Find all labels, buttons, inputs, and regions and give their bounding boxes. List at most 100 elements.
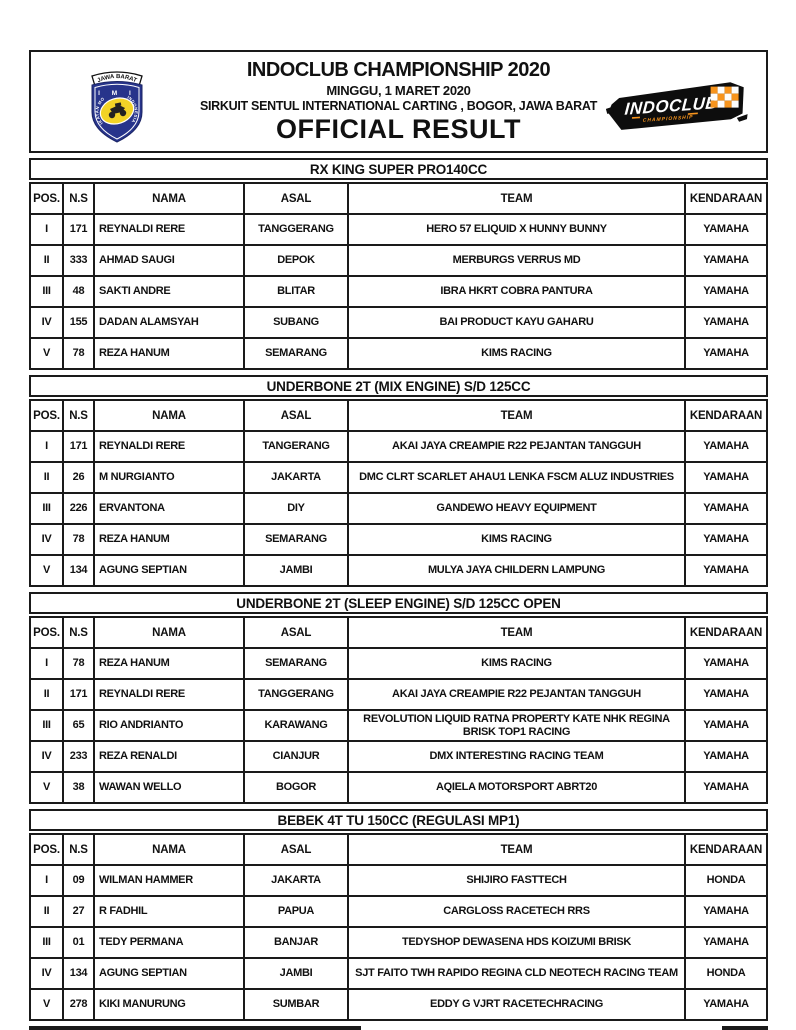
logo-subtext: CHAMPIONSHIP <box>642 114 693 124</box>
header: JAWA BARAT I M I IKATAN MOTOR INDONESIA <box>29 50 768 153</box>
pos-cell: I <box>29 213 64 246</box>
column-header: POS. <box>29 182 64 215</box>
vehicle-cell: HONDA <box>684 957 768 990</box>
results-table: POS. N.S NAMA ASAL TEAM KENDARAAN I 171 REYNALD… <box>29 399 768 587</box>
team-cell: AKAI JAYA CREAMPIE R22 PEJANTAN TANGGUH <box>347 430 686 463</box>
column-header: POS. <box>29 833 64 866</box>
pos-cell: III <box>29 926 64 959</box>
name-cell: REZA HANUM <box>93 647 245 680</box>
vehicle-cell: YAMAHA <box>684 554 768 587</box>
team-cell: SHIJIRO FASTTECH <box>347 864 686 897</box>
number-cell: 38 <box>62 771 95 804</box>
team-cell: TEDYSHOP DEWASENA HDS KOIZUMI BRISK <box>347 926 686 959</box>
name-cell: ERVANTONA <box>93 492 245 525</box>
vehicle-cell: YAMAHA <box>684 213 768 246</box>
column-header: N.S <box>62 616 95 649</box>
origin-cell: KARAWANG <box>243 709 349 742</box>
vehicle-cell: YAMAHA <box>684 709 768 742</box>
results-table: POS. N.S NAMA ASAL TEAM KENDARAAN I 171 REYNALD… <box>29 182 768 370</box>
name-cell: DADAN ALAMSYAH <box>93 306 245 339</box>
name-cell: SAKTI ANDRE <box>93 275 245 308</box>
name-cell: WAWAN WELLO <box>93 771 245 804</box>
team-cell: KIMS RACING <box>347 337 686 370</box>
vehicle-cell: YAMAHA <box>684 430 768 463</box>
team-cell: DMC CLRT SCARLET AHAU1 LENKA FSCM ALUZ I… <box>347 461 686 494</box>
number-cell: 134 <box>62 554 95 587</box>
origin-cell: BANJAR <box>243 926 349 959</box>
race-category-section: UNDERBONE 2T (MIX ENGINE) S/D 125CC POS.… <box>29 375 768 587</box>
results-area: RX KING SUPER PRO140CC POS. N.S NAMA ASAL TE… <box>29 158 768 1030</box>
header-row: POS. N.S NAMA ASAL TEAM KENDARAAN <box>29 616 768 649</box>
table-row: IV 134 AGUNG SEPTIAN JAMBI SJT FAITO TWH RAP… <box>29 957 768 990</box>
pos-cell: I <box>29 864 64 897</box>
table-title: BEBEK 4T TU 150CC (REGULASI MP1) <box>29 809 768 831</box>
checkered-flag-icon <box>710 86 739 108</box>
table-row: IV 155 DADAN ALAMSYAH SUBANG BAI PRODUCT KAY… <box>29 306 768 339</box>
vehicle-cell: YAMAHA <box>684 678 768 711</box>
table-row: V 38 WAWAN WELLO BOGOR AQIELA MOTORSPORT ABR… <box>29 771 768 804</box>
name-cell: AGUNG SEPTIAN <box>93 554 245 587</box>
indoclub-championship-logo: INDOCLUB CHAMPIONSHIP <box>606 82 748 130</box>
origin-cell: BOGOR <box>243 771 349 804</box>
table-title: RX KING SUPER PRO140CC <box>29 158 768 180</box>
column-header: TEAM <box>347 833 686 866</box>
origin-cell: BLITAR <box>243 275 349 308</box>
table-row: I 171 REYNALDI RERE TANGERANG AKAI JAYA CREA… <box>29 430 768 463</box>
cutoff-line-right <box>722 1026 768 1030</box>
number-cell: 78 <box>62 647 95 680</box>
header-row: POS. N.S NAMA ASAL TEAM KENDARAAN <box>29 182 768 215</box>
race-category-section: UNDERBONE 2T (SLEEP ENGINE) S/D 125CC OP… <box>29 592 768 804</box>
origin-cell: DEPOK <box>243 244 349 277</box>
number-cell: 171 <box>62 430 95 463</box>
name-cell: REYNALDI RERE <box>93 213 245 246</box>
column-header: POS. <box>29 399 64 432</box>
team-cell: AKAI JAYA CREAMPIE R22 PEJANTAN TANGGUH <box>347 678 686 711</box>
vehicle-cell: YAMAHA <box>684 740 768 773</box>
column-header: KENDARAAN <box>684 616 768 649</box>
vehicle-cell: YAMAHA <box>684 895 768 928</box>
vehicle-cell: HONDA <box>684 864 768 897</box>
team-cell: HERO 57 ELIQUID X HUNNY BUNNY <box>347 213 686 246</box>
origin-cell: PAPUA <box>243 895 349 928</box>
origin-cell: JAMBI <box>243 554 349 587</box>
number-cell: 226 <box>62 492 95 525</box>
cutoff-line-left <box>29 1026 361 1030</box>
event-title: INDOCLUB CHAMPIONSHIP 2020 <box>246 59 551 81</box>
number-cell: 26 <box>62 461 95 494</box>
table-row: II 26 M NURGIANTO JAKARTA DMC CLRT SCARLET A… <box>29 461 768 494</box>
table-row: I 171 REYNALDI RERE TANGGERANG HERO 57 ELIQU… <box>29 213 768 246</box>
name-cell: REYNALDI RERE <box>93 430 245 463</box>
column-header: POS. <box>29 616 64 649</box>
number-cell: 278 <box>62 988 95 1021</box>
results-table: POS. N.S NAMA ASAL TEAM KENDARAAN I 09 WILMAN H… <box>29 833 768 1021</box>
column-header: NAMA <box>93 833 245 866</box>
column-header: N.S <box>62 833 95 866</box>
pos-cell: III <box>29 709 64 742</box>
pos-cell: II <box>29 461 64 494</box>
table-row: III 65 RIO ANDRIANTO KARAWANG REVOLUTION LIQ… <box>29 709 768 742</box>
table-row: II 333 AHMAD SAUGI DEPOK MERBURGS VERRUS MD Y… <box>29 244 768 277</box>
pos-cell: V <box>29 771 64 804</box>
team-cell: REVOLUTION LIQUID RATNA PROPERTY KATE NH… <box>347 709 686 742</box>
name-cell: AGUNG SEPTIAN <box>93 957 245 990</box>
name-cell: TEDY PERMANA <box>93 926 245 959</box>
number-cell: 233 <box>62 740 95 773</box>
pos-cell: IV <box>29 523 64 556</box>
pos-cell: III <box>29 492 64 525</box>
table-row: II 171 REYNALDI RERE TANGGERANG AKAI JAYA CR… <box>29 678 768 711</box>
origin-cell: JAKARTA <box>243 461 349 494</box>
event-date: MINGGU, 1 MARET 2020 <box>326 83 471 98</box>
column-header: TEAM <box>347 616 686 649</box>
table-row: III 01 TEDY PERMANA BANJAR TEDYSHOP DEWASENA… <box>29 926 768 959</box>
cutoff-next-section-line <box>29 1026 768 1030</box>
pos-cell: II <box>29 678 64 711</box>
vehicle-cell: YAMAHA <box>684 492 768 525</box>
origin-cell: TANGERANG <box>243 430 349 463</box>
team-cell: CARGLOSS RACETECH RRS <box>347 895 686 928</box>
team-cell: AQIELA MOTORSPORT ABRT20 <box>347 771 686 804</box>
vehicle-cell: YAMAHA <box>684 244 768 277</box>
pos-cell: IV <box>29 740 64 773</box>
logo-brush-shape <box>608 82 744 130</box>
number-cell: 48 <box>62 275 95 308</box>
